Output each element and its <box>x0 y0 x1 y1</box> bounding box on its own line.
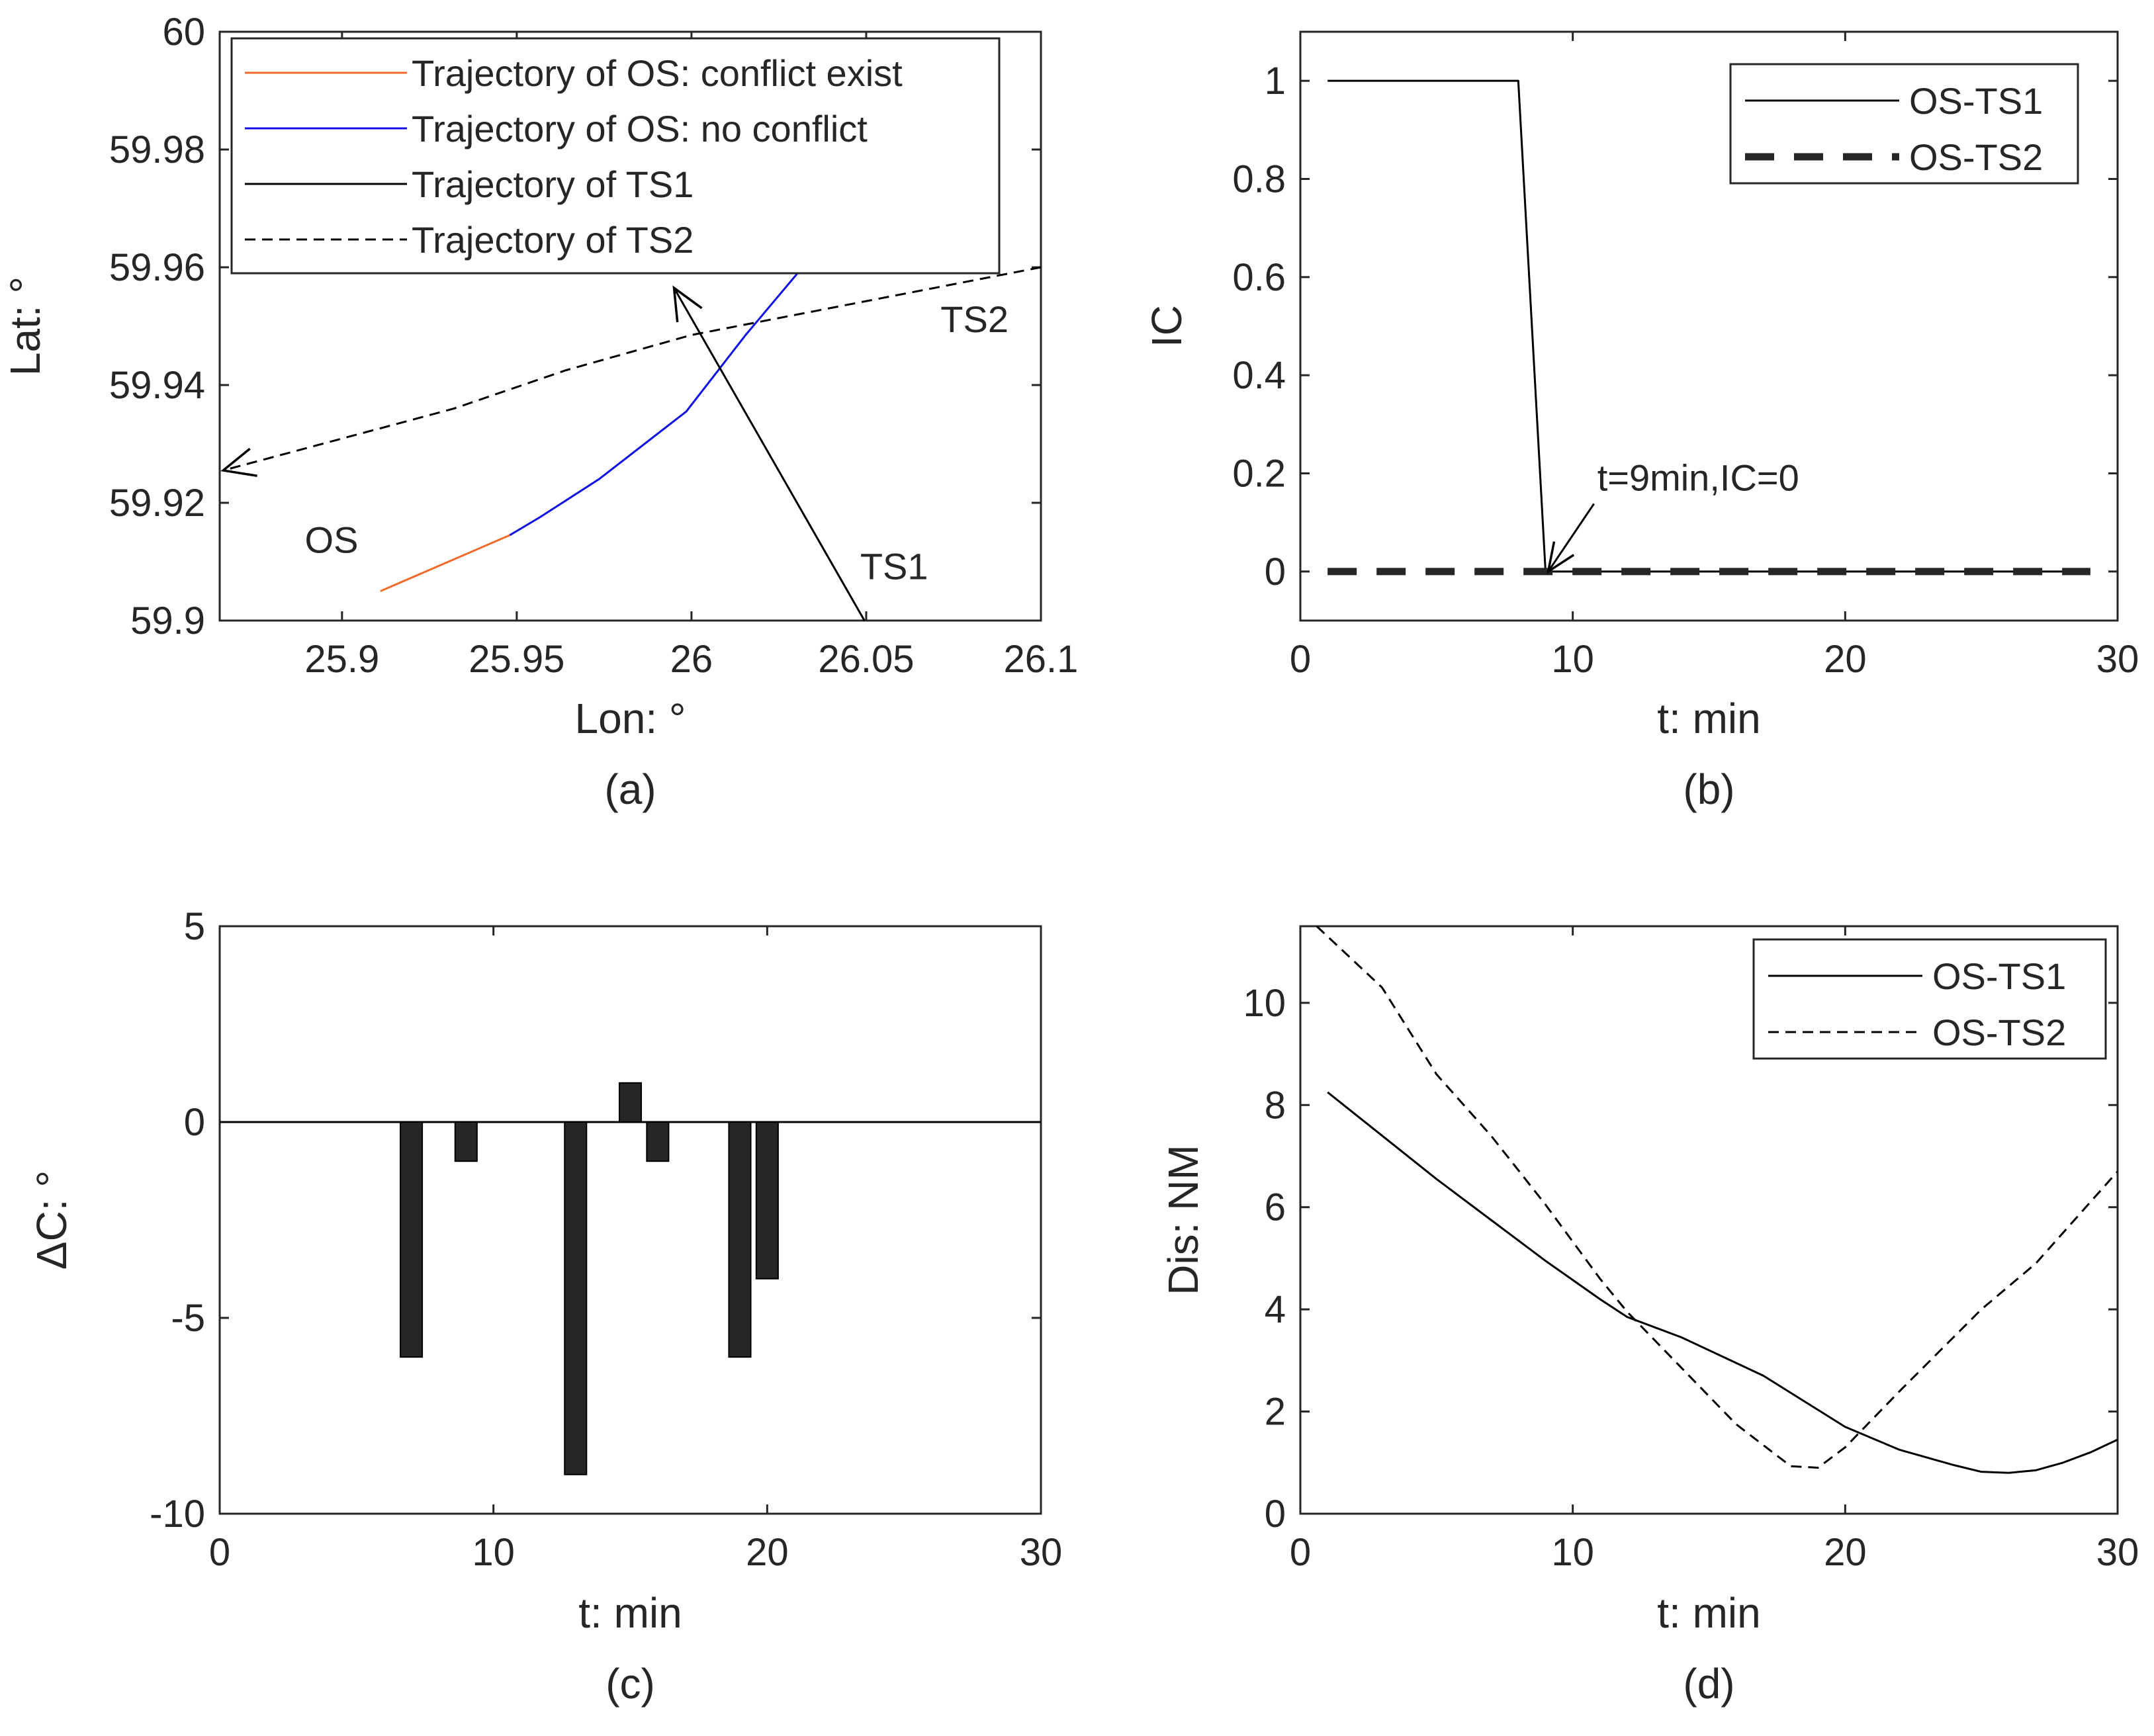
y-tick-label: 4 <box>1265 1288 1286 1331</box>
x-tick-label: 20 <box>1824 1531 1867 1574</box>
legend-d <box>1752 938 2107 1060</box>
x-tick-label: 26.1 <box>1004 638 1079 681</box>
x-tick-label: 25.95 <box>469 638 564 681</box>
series-line-os-ts1 <box>1327 1091 2118 1474</box>
x-axis-label: t: min <box>1657 1589 1760 1637</box>
x-tick-label: 25.9 <box>304 638 379 681</box>
legend-label: Trajectory of OS: no conflict <box>412 108 868 150</box>
y-axis-label: Dis: NM <box>1159 1145 1207 1295</box>
y-axis-label: IC <box>1143 305 1190 347</box>
y-tick-label: 60 <box>162 11 205 54</box>
x-tick-label: 30 <box>2096 1531 2139 1574</box>
series-line-trajectory-of-ts2 <box>222 266 1042 472</box>
y-tick-label: 0.8 <box>1232 158 1286 201</box>
x-axis-label: t: min <box>578 1589 682 1637</box>
panel-b: 0 10 20 30 0 0.2 0.4 0.6 0.8 1 t: min IC (b) OS-TS1 OS… <box>1143 30 2139 813</box>
annotation-os: OS <box>305 519 359 561</box>
x-tick-label: 30 <box>2096 638 2139 681</box>
plot-area-b <box>1299 30 2119 622</box>
series-line-trajectory-of-ts1 <box>673 287 866 621</box>
bar-t20 <box>755 1121 779 1280</box>
legend-label: Trajectory of OS: conflict exist <box>412 52 903 94</box>
legend-label: OS-TS1 <box>1909 80 2043 122</box>
legend-label: Trajectory of TS1 <box>412 163 694 205</box>
x-tick-label: 0 <box>209 1531 230 1574</box>
x-tick-label: 10 <box>472 1531 515 1574</box>
y-tick-label: 0.6 <box>1232 256 1286 299</box>
panel-a: 25.9 25.95 26 26.05 26.1 59.9 59.92 59.94 59.96 5… <box>1 11 1078 813</box>
x-axis-label: t: min <box>1657 695 1760 742</box>
panel-caption: (c) <box>606 1660 655 1708</box>
x-tick-label: 10 <box>1551 1531 1594 1574</box>
x-tick-label: 20 <box>746 1531 789 1574</box>
annotation-arrow <box>1547 503 1595 571</box>
arrow-head-icon <box>220 447 257 477</box>
annotation-ts2: TS2 <box>940 298 1009 340</box>
y-tick-label: 0.4 <box>1232 354 1286 397</box>
y-tick-label: 59.98 <box>109 128 205 171</box>
legend-label: OS-TS2 <box>1932 1012 2066 1053</box>
series-line-os-ts2 <box>1316 926 2118 1469</box>
plot-area-c <box>218 925 1042 1515</box>
y-tick-label: -10 <box>150 1493 205 1536</box>
y-tick-label: -5 <box>171 1297 205 1340</box>
y-tick-label: 0 <box>184 1101 205 1144</box>
y-tick-label: 0 <box>1265 1493 1286 1536</box>
legend-a <box>230 37 1001 275</box>
y-tick-label: 10 <box>1243 982 1286 1025</box>
y-tick-label: 5 <box>184 905 205 948</box>
y-tick-label: 2 <box>1265 1391 1286 1434</box>
panel-caption: (a) <box>604 765 656 813</box>
y-tick-label: 0.2 <box>1232 453 1286 496</box>
panel-caption: (b) <box>1683 765 1734 813</box>
panel-d: 0 10 20 30 0 2 4 6 8 10 t: min Dis: NM (d) OS-TS1 OS-T… <box>1159 925 2139 1708</box>
y-tick-label: 59.9 <box>130 599 205 642</box>
x-axis-label: Lon: ° <box>575 695 686 742</box>
y-axis-label: Lat: ° <box>1 277 49 376</box>
y-tick-label: 8 <box>1265 1084 1286 1127</box>
bar-t16 <box>646 1121 670 1162</box>
legend-label: OS-TS1 <box>1932 955 2066 997</box>
y-tick-label: 59.96 <box>109 246 205 289</box>
arrow-head-icon <box>1547 541 1575 574</box>
x-tick-label: 30 <box>1020 1531 1063 1574</box>
legend-label: OS-TS2 <box>1909 136 2043 178</box>
y-axis-label: ΔC: ° <box>28 1170 75 1270</box>
y-tick-label: 59.94 <box>109 364 205 407</box>
plot-area-d <box>1299 925 2119 1515</box>
x-tick-label: 0 <box>1290 1531 1311 1574</box>
x-tick-label: 26 <box>670 638 713 681</box>
bar-t7 <box>400 1121 424 1358</box>
series-line-os-ts1 <box>1327 79 2090 573</box>
bar-t13 <box>564 1121 588 1475</box>
arrow-head-icon <box>672 285 703 323</box>
plot-area-a <box>218 30 1042 622</box>
panel-c: 0 10 20 30 -10 -5 0 5 t: min ΔC: ° (c) <box>28 905 1062 1708</box>
y-tick-label: 0 <box>1265 550 1286 593</box>
x-tick-label: 20 <box>1824 638 1867 681</box>
x-tick-label: 10 <box>1551 638 1594 681</box>
panel-caption: (d) <box>1683 1660 1734 1708</box>
y-tick-label: 1 <box>1265 60 1286 103</box>
annotation-label: t=9min,IC=0 <box>1597 456 1799 498</box>
bar-t9 <box>454 1121 478 1162</box>
legend-label: Trajectory of TS2 <box>412 219 694 261</box>
annotation-ts1: TS1 <box>860 546 928 587</box>
y-tick-label: 59.92 <box>109 482 205 525</box>
bar-t15 <box>618 1082 643 1123</box>
bar-t19 <box>728 1121 752 1358</box>
legend-b <box>1729 63 2079 185</box>
x-tick-label: 0 <box>1290 638 1311 681</box>
y-tick-label: 6 <box>1265 1186 1286 1229</box>
series-line-trajectory-of-os-conflict-exist <box>380 534 510 592</box>
x-tick-label: 26.05 <box>818 638 914 681</box>
